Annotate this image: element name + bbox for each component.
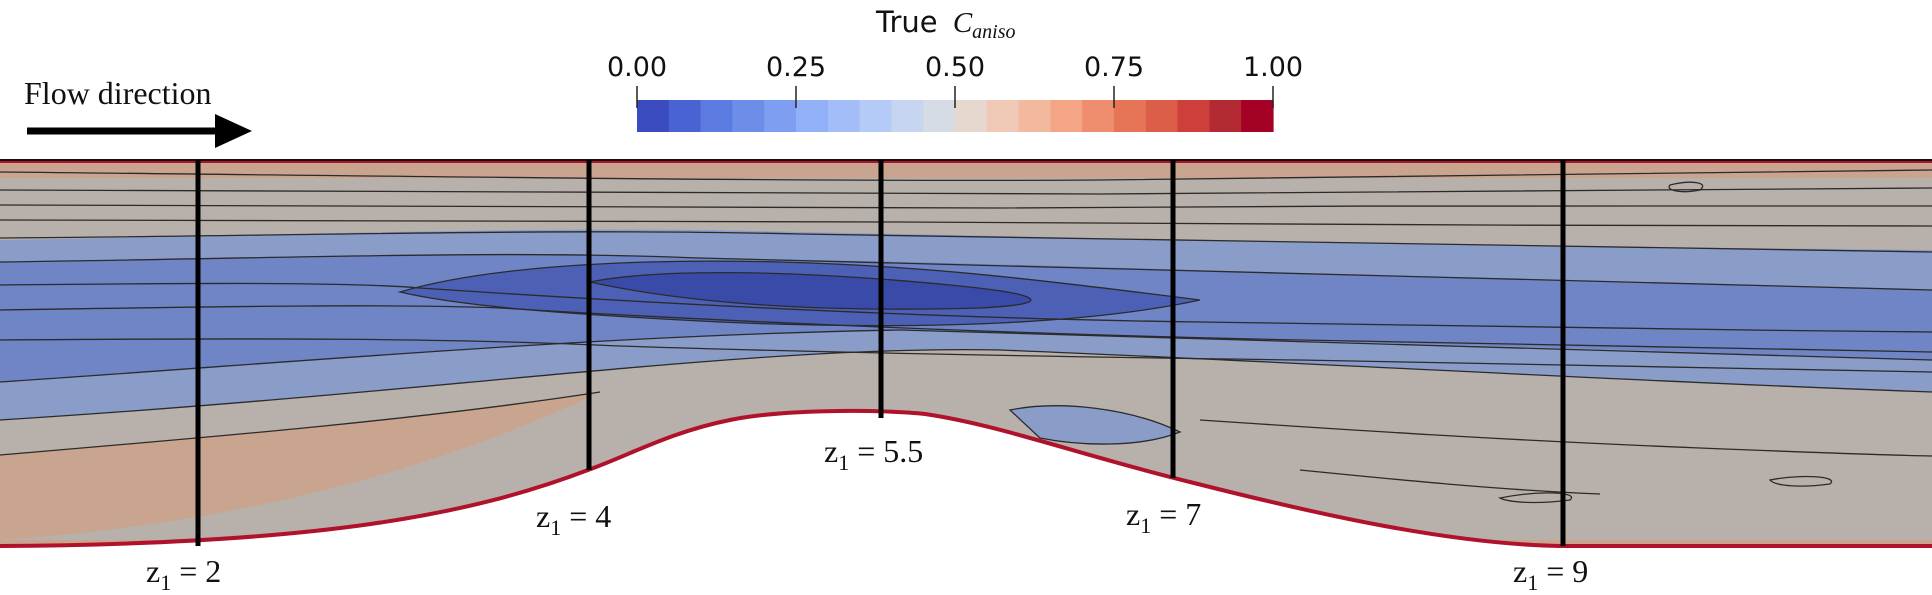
- station-label-z1-9: z1 = 9: [1513, 553, 1588, 595]
- colorbar-swatch: [1241, 100, 1274, 132]
- station-label-z1-5.5: z1 = 5.5: [824, 433, 923, 475]
- field-lower-left-band: [0, 392, 600, 540]
- colorbar-tick-label: 1.00: [1243, 52, 1303, 83]
- top-wall-band: [0, 160, 1932, 163]
- colorbar-swatch: [891, 100, 924, 132]
- colorbar-swatch: [700, 100, 733, 132]
- contour-isoline: [0, 338, 1932, 373]
- colorbar-tick-label: 0.50: [925, 52, 985, 83]
- contour-isoline: [1498, 492, 1573, 504]
- contour-isoline: [1668, 181, 1704, 193]
- flow-direction-annotation: Flow direction: [24, 75, 252, 148]
- colorbar-swatch: [637, 100, 670, 132]
- colorbar-tick-label: 0.75: [1084, 52, 1144, 83]
- field-deepest-core: [590, 272, 1031, 310]
- station-label-z1-7: z1 = 7: [1126, 496, 1201, 538]
- field-upper-band: [0, 162, 1932, 178]
- contour-isoline: [397, 260, 1201, 327]
- colorbar-swatch: [1209, 100, 1242, 132]
- flow-direction-label: Flow direction: [24, 75, 212, 111]
- contour-isoline: [589, 271, 1032, 310]
- colorbar-swatch: [1145, 100, 1179, 132]
- contour-isoline: [1008, 405, 1182, 445]
- colorbar-title: True Caniso: [875, 5, 1016, 43]
- colorbar-swatch: [827, 100, 861, 132]
- contour-isoline: [1768, 475, 1833, 487]
- contour-isoline: [0, 204, 1932, 210]
- colorbar-tick-label: 0.25: [766, 52, 826, 83]
- station-label-z1-2: z1 = 2: [146, 553, 221, 595]
- contour-isoline: [0, 349, 1932, 421]
- colorbar-tick-label: 0.00: [607, 52, 667, 83]
- contour-isoline: [0, 305, 1932, 353]
- bottom-wall-band: [0, 408, 1932, 548]
- colorbar-swatch: [1018, 100, 1051, 132]
- colorbar-swatch: [796, 100, 829, 132]
- colorbar-ticks: 0.00 0.25 0.50 0.75 1.00: [607, 52, 1303, 108]
- contour-isoline: [0, 391, 601, 456]
- station-label-z1-4: z1 = 4: [536, 498, 611, 540]
- colorbar-swatch: [764, 100, 797, 132]
- colorbar: 0.00 0.25 0.50 0.75 1.00: [607, 52, 1303, 132]
- colorbar-swatch: [859, 100, 892, 132]
- colorbar-swatch: [1082, 100, 1115, 132]
- colorbar-swatch: [1177, 100, 1210, 132]
- station-labels: z1 = 2 z1 = 4 z1 = 5.5 z1 = 7 z1 = 9: [146, 433, 1588, 595]
- field-wake-pocket: [1010, 405, 1180, 445]
- colorbar-swatch: [1050, 100, 1083, 132]
- colorbar-swatch: [732, 100, 765, 132]
- contour-field: [0, 159, 1932, 548]
- contour-isoline: [1199, 419, 1932, 457]
- colorbar-swatch: [1114, 100, 1147, 132]
- colorbar-swatch: [923, 100, 956, 132]
- contour-isoline: [0, 282, 1932, 333]
- flow-arrow-icon: [215, 114, 252, 148]
- colorbar-swatch: [668, 100, 702, 132]
- colorbar-swatch: [955, 100, 988, 132]
- colorbar-swatches: [637, 100, 1274, 132]
- colorbar-swatch: [986, 100, 1020, 132]
